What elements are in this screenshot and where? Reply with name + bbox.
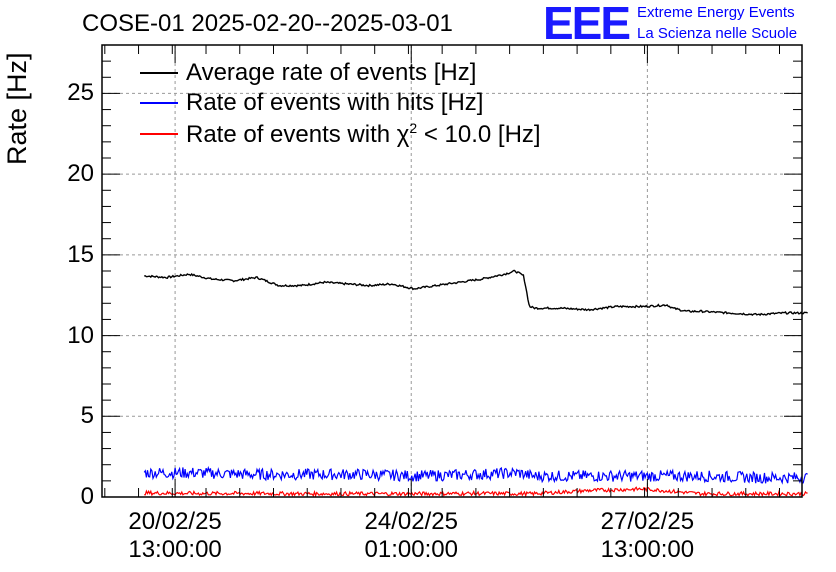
- logo-line-2: La Scienza nelle Scuole: [637, 25, 798, 42]
- x-tick-label: 20/02/25 13:00:00: [100, 508, 250, 564]
- legend-item-chi2: Rate of events with χ2 < 10.0 [Hz]: [140, 119, 541, 149]
- x-tick-date: 27/02/25: [600, 508, 695, 535]
- legend-label-chi2: Rate of events with χ2 < 10.0 [Hz]: [186, 120, 541, 149]
- legend-swatch-average: [140, 72, 178, 74]
- legend-chi2-sup: 2: [409, 119, 418, 136]
- x-tick-time: 13:00:00: [128, 536, 222, 563]
- y-tick-label: 15: [67, 240, 94, 268]
- legend-label-average: Average rate of events [Hz]: [186, 59, 477, 86]
- legend-chi2-post: < 10.0 [Hz]: [417, 120, 541, 148]
- x-tick-time: 01:00:00: [364, 536, 458, 563]
- logo-line-1: Extreme Energy Events: [637, 4, 795, 21]
- legend-swatch-hits: [140, 102, 178, 104]
- x-tick-label: 27/02/25 13:00:00: [572, 508, 722, 564]
- y-tick-label: 0: [80, 483, 94, 510]
- y-tick-label: 10: [67, 321, 94, 349]
- series-line-0: [144, 269, 808, 317]
- x-tick-time: 13:00:00: [600, 536, 695, 563]
- y-tick-label: 5: [80, 402, 94, 430]
- y-axis-label-wrap: Rate [Hz]: [2, 52, 34, 166]
- series-line-1: [143, 465, 808, 485]
- legend-item-hits: Rate of events with hits [Hz]: [140, 88, 483, 118]
- legend-item-average: Average rate of events [Hz]: [140, 58, 476, 88]
- y-tick-label: 20: [67, 160, 94, 188]
- y-tick-label: 25: [67, 79, 94, 107]
- legend-chi2-pre: Rate of events with: [186, 120, 397, 148]
- eee-logo: EEE: [543, 0, 631, 49]
- x-tick-date: 24/02/25: [364, 508, 458, 535]
- legend-swatch-chi2: [140, 133, 178, 135]
- y-axis-label: Rate [Hz]: [2, 52, 32, 165]
- x-tick-date: 20/02/25: [128, 508, 222, 535]
- legend-label-hits: Rate of events with hits [Hz]: [186, 89, 484, 116]
- legend-chi2-symbol: χ: [396, 120, 410, 148]
- chart-title: COSE-01 2025-02-20--2025-03-01: [82, 10, 453, 37]
- x-tick-label: 24/02/25 01:00:00: [336, 508, 486, 564]
